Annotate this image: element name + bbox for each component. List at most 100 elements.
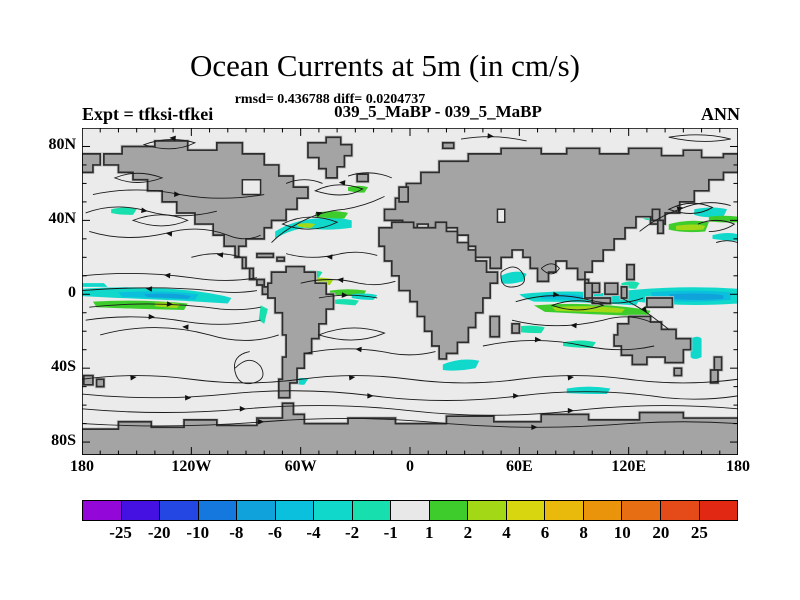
streamline <box>82 418 738 427</box>
streamline-arrowhead <box>326 254 333 260</box>
streamline-arrowhead <box>553 291 560 298</box>
streamline <box>82 376 738 383</box>
runs-line: 039_5_MaBP - 039_5_MaBP <box>334 102 542 121</box>
colorbar-cell <box>313 501 352 520</box>
streamline <box>315 185 362 195</box>
landmass <box>512 324 519 333</box>
world-map-svg <box>82 128 738 455</box>
anomaly-patch <box>348 185 369 193</box>
colorbar-cell <box>83 501 121 520</box>
streamline <box>115 173 162 182</box>
anomaly-patch <box>111 207 137 215</box>
lon-tick-label: 180 <box>726 458 750 475</box>
streamline-arrowhead <box>258 418 265 425</box>
streamline-arrowhead <box>130 374 137 381</box>
colorbar-boundary-label: 10 <box>613 523 631 542</box>
landmass <box>627 265 634 280</box>
season-label: ANN <box>701 104 740 124</box>
colorbar-boundary-label: -10 <box>186 523 210 542</box>
streamline-arrowhead <box>531 424 538 431</box>
streamline <box>82 273 257 280</box>
streamline-arrowhead <box>487 133 494 139</box>
colorbar-cell <box>467 501 506 520</box>
landmass <box>614 316 691 364</box>
colorbar-boundary-label: -1 <box>383 523 398 542</box>
colorbar-boundary-label: 8 <box>579 523 588 542</box>
streamline <box>93 190 264 198</box>
anomaly-patch <box>566 386 611 395</box>
colorbar-boundary-label: -8 <box>229 523 244 542</box>
streamline-arrowhead <box>534 336 542 343</box>
lat-tick-label: 40S <box>51 358 76 376</box>
colorbar-boundary-label: -25 <box>109 523 132 542</box>
landmass <box>674 368 681 375</box>
streamline <box>100 328 279 341</box>
anomaly-patch <box>712 233 738 241</box>
streamline <box>304 349 435 355</box>
lon-tick-label: 120E <box>611 458 646 475</box>
streamline <box>319 295 377 298</box>
colorbar-cell <box>698 501 738 520</box>
lon-tick-label: 120W <box>171 458 212 475</box>
anomaly-patch <box>275 217 352 239</box>
colorbar-boundary-label: 1 <box>425 523 434 542</box>
streamline <box>282 217 337 229</box>
streamline-arrowhead <box>513 393 520 399</box>
lat-tick-label: 80S <box>51 432 76 450</box>
colorbar-cell <box>621 501 660 520</box>
streamline-arrowhead <box>337 277 344 283</box>
landmass <box>97 379 104 386</box>
lat-tick-label: 80N <box>48 136 76 154</box>
streamline-arrowhead <box>164 272 171 279</box>
colorbar-cell <box>159 501 198 520</box>
streamline <box>669 135 731 142</box>
landmass <box>714 357 721 370</box>
anomaly-patch <box>668 293 724 300</box>
landmass <box>443 143 454 149</box>
streamline-arrowhead <box>567 407 574 414</box>
anomaly-patch <box>442 359 480 371</box>
colorbar-cell <box>544 501 583 520</box>
streamline <box>541 264 559 274</box>
streamline <box>286 180 322 184</box>
streamline-arrowhead <box>165 231 173 237</box>
colorbar-boundary-label: 4 <box>502 523 511 542</box>
anomaly-patch <box>694 207 728 218</box>
streamline <box>86 207 217 216</box>
landmass <box>84 376 93 385</box>
streamline-arrowhead <box>169 135 176 142</box>
streamline <box>89 229 260 239</box>
streamline <box>301 279 396 284</box>
colorbar-cell <box>120 501 160 520</box>
colorbar-cell <box>428 501 468 520</box>
streamline-arrowhead <box>315 211 323 217</box>
anomaly-patch <box>297 223 316 228</box>
landmass <box>308 137 352 178</box>
streamline <box>89 304 260 310</box>
streamline <box>82 288 257 293</box>
anomaly-patch <box>333 299 359 306</box>
colorbar-boundary-label: -6 <box>267 523 283 542</box>
lat-tick-label: 40N <box>48 210 76 228</box>
colorbar-cell <box>390 501 429 520</box>
streamline-arrowhead <box>641 306 647 313</box>
landmass <box>490 316 499 336</box>
streamline <box>348 173 392 178</box>
streamline-arrowhead <box>348 374 356 381</box>
landmass <box>384 148 738 292</box>
colorbar-boundary-label: -4 <box>306 523 321 542</box>
colorbar-cell <box>236 501 275 520</box>
colorbar-cell <box>274 501 314 520</box>
anomaly-patch <box>501 271 527 284</box>
streamline-arrowhead <box>567 374 574 381</box>
landmass <box>379 222 497 359</box>
streamline-arrowhead <box>341 292 349 298</box>
streamline-arrowhead <box>182 324 189 330</box>
streamline-arrowhead <box>239 406 246 412</box>
streamline-arrowhead <box>145 286 153 292</box>
colorbar-cell <box>659 501 699 520</box>
streamline <box>461 137 527 141</box>
colorbar <box>82 500 738 521</box>
colorbar-boundary-label: 20 <box>652 523 670 542</box>
